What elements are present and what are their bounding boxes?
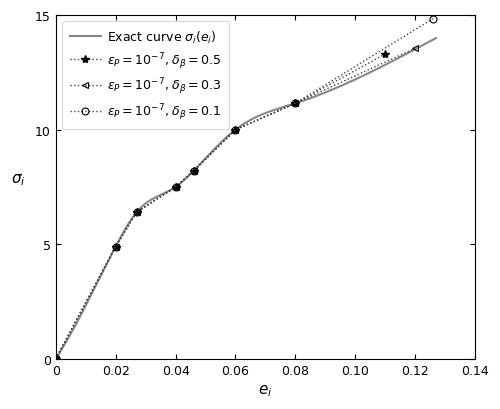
$\varepsilon_P = 10^{-7}$, $\delta_\beta = 0.1$ (430, 17, 436, 22)
Line: $\varepsilon_P = 10^{-7}$, $\delta_\beta = 0.5$: $\varepsilon_P = 10^{-7}$, $\delta_\beta… (52, 51, 390, 363)
Exact curve $\sigma_i(e_i)$ (329, 88, 335, 93)
$\varepsilon_P = 10^{-7}$, $\delta_\beta = 0.1$ (190, 169, 196, 174)
Exact curve $\sigma_i(e_i)$ (98, 272, 104, 277)
Legend: Exact curve $\sigma_i(e_i)$, $\varepsilon_P = 10^{-7}$, $\delta_\beta = 0.5$, $\: Exact curve $\sigma_i(e_i)$, $\varepsilo… (62, 22, 230, 130)
Line: Exact curve $\sigma_i(e_i)$: Exact curve $\sigma_i(e_i)$ (56, 39, 436, 359)
$\varepsilon_P = 10^{-7}$, $\delta_\beta = 0.5$ (134, 210, 140, 215)
$\varepsilon_P = 10^{-7}$, $\delta_\beta = 0.3$ (190, 169, 196, 174)
$\varepsilon_P = 10^{-7}$, $\delta_\beta = 0.1$ (112, 245, 118, 249)
Exact curve $\sigma_i(e_i)$ (292, 102, 298, 107)
$\varepsilon_P = 10^{-7}$, $\delta_\beta = 0.3$ (292, 101, 298, 106)
$\varepsilon_P = 10^{-7}$, $\delta_\beta = 0.1$ (292, 101, 298, 106)
$\varepsilon_P = 10^{-7}$, $\delta_\beta = 0.5$ (172, 185, 178, 190)
$\varepsilon_P = 10^{-7}$, $\delta_\beta = 0.5$ (292, 101, 298, 106)
$\varepsilon_P = 10^{-7}$, $\delta_\beta = 0.3$ (172, 185, 178, 190)
Line: $\varepsilon_P = 10^{-7}$, $\delta_\beta = 0.3$: $\varepsilon_P = 10^{-7}$, $\delta_\beta… (52, 46, 418, 362)
$\varepsilon_P = 10^{-7}$, $\delta_\beta = 0.3$ (53, 356, 59, 361)
$\varepsilon_P = 10^{-7}$, $\delta_\beta = 0.1$ (134, 210, 140, 215)
$\varepsilon_P = 10^{-7}$, $\delta_\beta = 0.3$ (232, 128, 238, 133)
Exact curve $\sigma_i(e_i)$ (176, 182, 182, 187)
Exact curve $\sigma_i(e_i)$ (433, 36, 439, 41)
$\varepsilon_P = 10^{-7}$, $\delta_\beta = 0.5$ (382, 52, 388, 57)
Exact curve $\sigma_i(e_i)$ (328, 89, 334, 94)
$\varepsilon_P = 10^{-7}$, $\delta_\beta = 0.3$ (134, 210, 140, 215)
Exact curve $\sigma_i(e_i)$ (53, 356, 59, 361)
$\varepsilon_P = 10^{-7}$, $\delta_\beta = 0.3$ (112, 245, 118, 249)
$\varepsilon_P = 10^{-7}$, $\delta_\beta = 0.3$ (412, 47, 418, 52)
$\varepsilon_P = 10^{-7}$, $\delta_\beta = 0.1$ (172, 185, 178, 190)
$\varepsilon_P = 10^{-7}$, $\delta_\beta = 0.5$ (112, 245, 118, 249)
X-axis label: $e_i$: $e_i$ (258, 382, 272, 398)
$\varepsilon_P = 10^{-7}$, $\delta_\beta = 0.5$ (53, 356, 59, 361)
Exact curve $\sigma_i(e_i)$ (204, 155, 210, 160)
Y-axis label: $\sigma_i$: $\sigma_i$ (11, 172, 26, 187)
$\varepsilon_P = 10^{-7}$, $\delta_\beta = 0.1$ (232, 128, 238, 133)
$\varepsilon_P = 10^{-7}$, $\delta_\beta = 0.1$ (53, 356, 59, 361)
$\varepsilon_P = 10^{-7}$, $\delta_\beta = 0.5$ (232, 128, 238, 133)
Line: $\varepsilon_P = 10^{-7}$, $\delta_\beta = 0.1$: $\varepsilon_P = 10^{-7}$, $\delta_\beta… (52, 16, 436, 362)
$\varepsilon_P = 10^{-7}$, $\delta_\beta = 0.5$ (190, 169, 196, 174)
